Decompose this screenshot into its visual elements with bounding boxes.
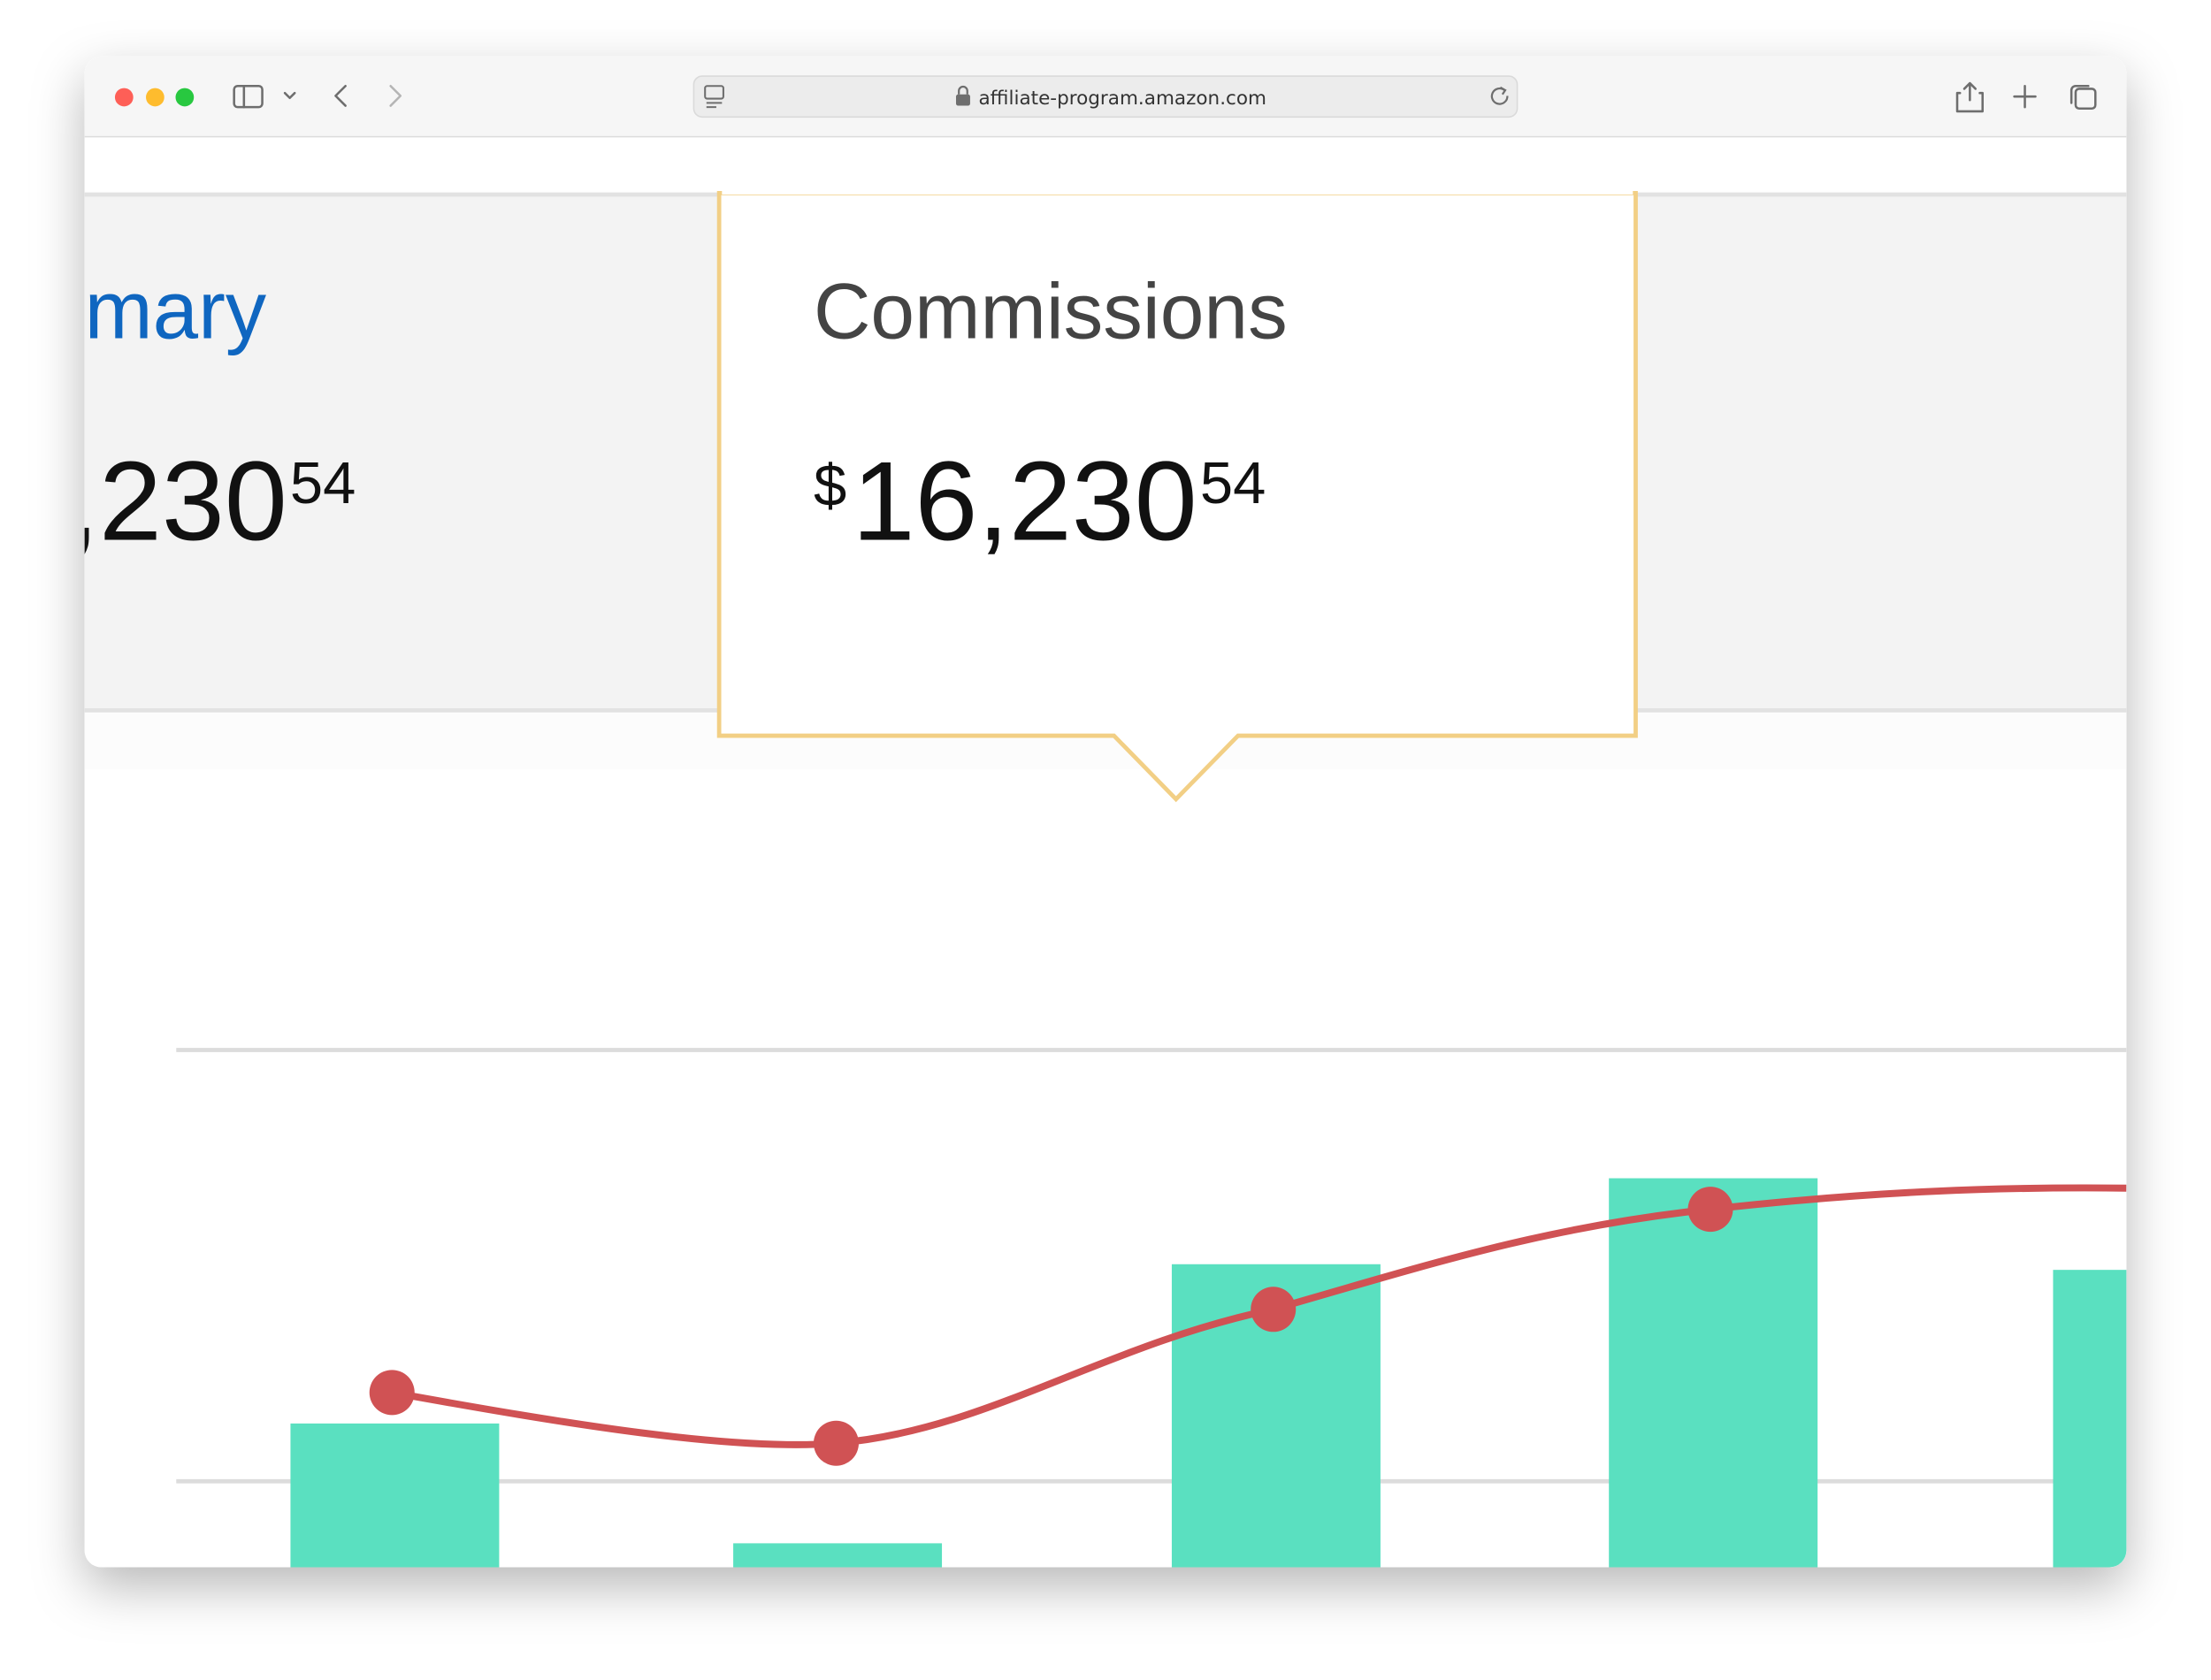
bar	[733, 1543, 943, 1568]
bar	[2053, 1270, 2127, 1568]
line-point	[369, 1370, 415, 1416]
amount: ,230	[68, 439, 287, 565]
cents: 54	[290, 450, 356, 516]
card-amount: ,23054	[68, 439, 356, 565]
address-bar[interactable]	[692, 75, 1519, 118]
card-title: Commissions	[814, 267, 1288, 355]
active-card[interactable]	[716, 190, 1638, 803]
tab-group-menu[interactable]	[283, 91, 296, 100]
reader-button[interactable]	[704, 85, 724, 109]
window: affiliate-program.amazon.com mary ,23054…	[68, 56, 2127, 1568]
minimize-button[interactable]	[146, 88, 164, 107]
line-point	[813, 1420, 859, 1466]
card-amount: $16,23054	[814, 439, 1266, 565]
forward-button[interactable]	[389, 84, 402, 107]
line-point	[1251, 1287, 1297, 1333]
currency: $	[814, 453, 846, 519]
amount: 16,230	[853, 439, 1197, 565]
share-button[interactable]	[1955, 81, 1984, 113]
reload-button[interactable]	[1490, 87, 1509, 105]
url-text: affiliate-program.amazon.com	[979, 88, 1267, 110]
chart	[176, 1048, 2127, 1568]
card-title: mary	[85, 264, 267, 356]
bar	[1609, 1178, 1818, 1568]
back-button[interactable]	[334, 84, 347, 107]
lock-icon	[955, 85, 970, 106]
new-tab-button[interactable]	[2013, 84, 2037, 109]
bar	[290, 1423, 500, 1568]
close-button[interactable]	[114, 88, 134, 107]
line-point	[1687, 1187, 1733, 1233]
tab-overview-button[interactable]	[2069, 84, 2097, 111]
sidebar-button[interactable]	[233, 84, 264, 109]
cents: 54	[1200, 450, 1266, 516]
card-top-cover	[722, 180, 1633, 195]
zoom-button[interactable]	[175, 88, 195, 107]
